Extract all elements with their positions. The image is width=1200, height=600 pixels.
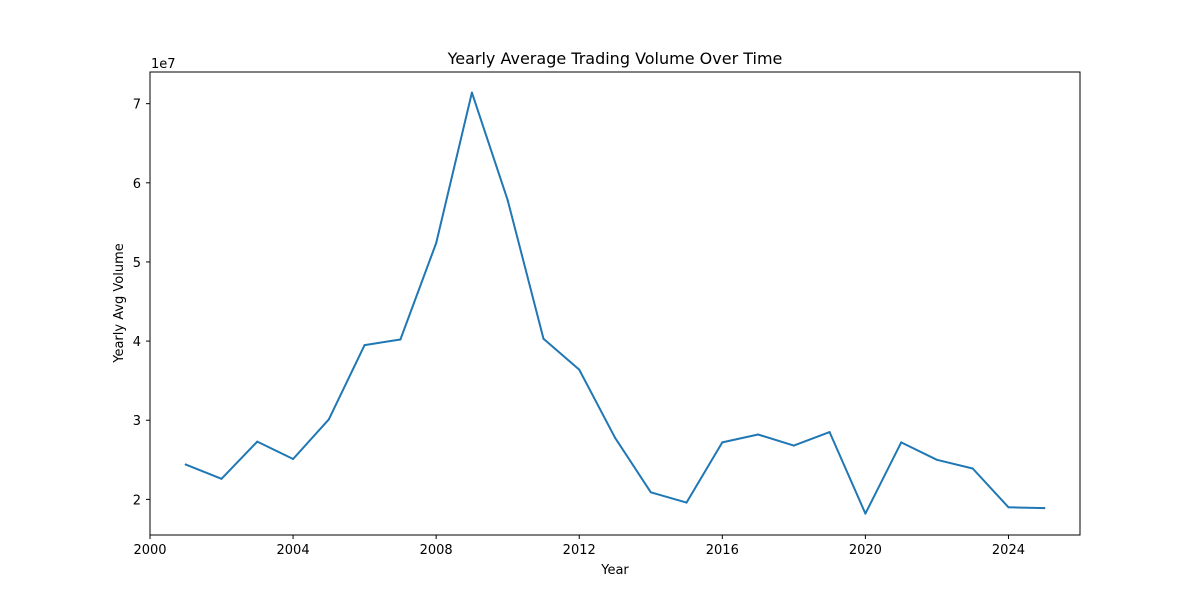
- data-point: [435, 242, 438, 244]
- chart-title: Yearly Average Trading Volume Over Time: [447, 49, 783, 68]
- x-tick-label: 2012: [563, 543, 596, 558]
- data-point: [757, 433, 760, 436]
- data-point: [721, 441, 724, 444]
- data-point: [685, 501, 688, 504]
- data-point: [542, 337, 545, 340]
- data-point: [864, 512, 867, 515]
- data-point: [649, 491, 652, 494]
- data-point: [792, 444, 795, 447]
- data-point: [184, 463, 187, 466]
- x-axis-label: Year: [600, 563, 629, 578]
- data-point: [506, 199, 509, 202]
- data-point: [1007, 506, 1010, 509]
- data-point: [971, 467, 974, 470]
- y-tick-label: 6: [133, 177, 141, 192]
- data-point: [935, 458, 938, 461]
- x-tick-label: 2020: [849, 543, 882, 558]
- x-tick-label: 2000: [133, 543, 166, 558]
- data-point: [614, 436, 616, 439]
- y-axis-label: Yearly Avg Volume: [112, 243, 127, 364]
- series-layer: [184, 91, 1046, 515]
- data-point: [900, 441, 903, 444]
- x-tick-label: 2024: [992, 543, 1025, 558]
- data-point: [327, 418, 330, 421]
- data-point: [1043, 507, 1046, 510]
- data-point: [363, 344, 366, 347]
- plot-frame: [149, 71, 1081, 536]
- x-axis-ticks: 2000 2004 2008 2012 2016 2020 2024: [133, 535, 1025, 558]
- data-point: [470, 91, 473, 94]
- data-point: [828, 431, 831, 434]
- x-tick-label: 2004: [277, 543, 310, 558]
- y-tick-label: 3: [133, 414, 141, 429]
- y-axis-offset-label: 1e7: [151, 57, 176, 72]
- y-tick-label: 7: [133, 98, 141, 113]
- x-tick-label: 2016: [706, 543, 739, 558]
- data-point: [578, 368, 581, 371]
- data-point: [256, 440, 259, 443]
- y-tick-label: 2: [133, 493, 141, 508]
- x-tick-label: 2008: [420, 543, 453, 558]
- data-point: [399, 338, 402, 341]
- data-point: [292, 458, 295, 460]
- y-tick-label: 4: [133, 335, 141, 350]
- data-point: [220, 477, 223, 480]
- y-axis-ticks: 2 3 4 5 6 7: [133, 98, 150, 508]
- y-tick-label: 5: [133, 256, 141, 271]
